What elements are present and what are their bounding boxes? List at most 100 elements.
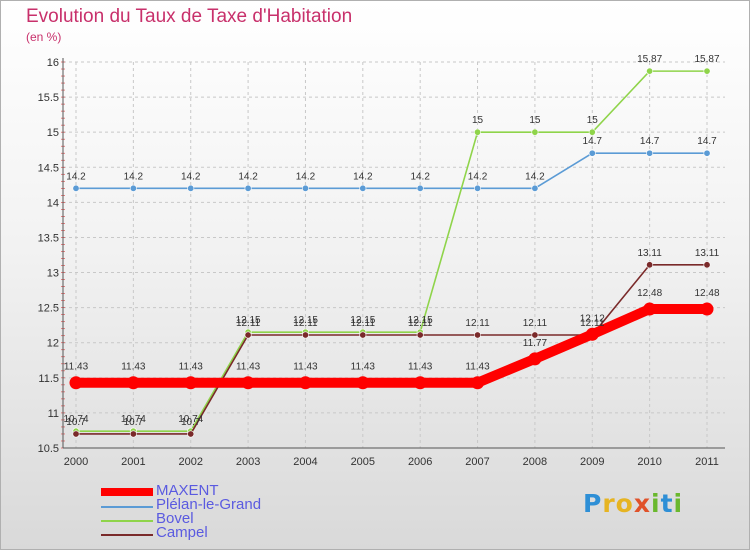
- data-label: 11.77: [523, 338, 548, 349]
- data-point: [588, 128, 596, 136]
- data-label: 14.2: [410, 171, 430, 182]
- data-point: [298, 376, 312, 390]
- label-layer: 11.43 11.43 11.43 11.43 11.43 11.43 11.43 11.43…: [63, 54, 719, 428]
- data-label: 14.2: [66, 171, 86, 182]
- legend-item-maxent: MAXENT: [101, 483, 361, 499]
- data-label: 14.2: [353, 171, 373, 182]
- legend-label: Campel: [156, 524, 208, 541]
- data-point: [700, 302, 714, 316]
- data-label: 15: [529, 115, 541, 126]
- data-point: [646, 261, 654, 269]
- data-label: 12.11: [408, 318, 433, 329]
- data-label: 12.12: [580, 313, 605, 324]
- data-point: [474, 331, 482, 339]
- y-tick-label: 13.5: [38, 232, 59, 244]
- data-label: 11.43: [121, 362, 146, 373]
- data-label: 12.48: [637, 288, 662, 299]
- data-label: 12.11: [236, 318, 261, 329]
- data-label: 14.7: [697, 136, 717, 147]
- data-label: 12.11: [580, 318, 605, 329]
- y-tick-label: 15: [47, 127, 59, 139]
- data-label: 12.11: [465, 318, 490, 329]
- legend-item-plelan: Plélan-le-Grand: [101, 497, 361, 513]
- data-point: [244, 184, 252, 192]
- data-point: [69, 376, 83, 390]
- legend-swatch-maxent: [101, 488, 153, 496]
- data-point: [531, 331, 539, 339]
- data-label: 14.2: [525, 171, 545, 182]
- data-point: [413, 376, 427, 390]
- x-tick-label: 2005: [351, 456, 375, 468]
- legend-swatch-campel: [101, 534, 153, 536]
- proxiti-logo: Proxiti: [583, 489, 684, 518]
- data-point: [184, 376, 198, 390]
- data-point: [643, 302, 657, 316]
- data-point: [359, 331, 367, 339]
- legend-swatch-plelan: [101, 506, 153, 508]
- data-label: 10.74: [178, 414, 203, 425]
- data-label: 11.43: [408, 362, 433, 373]
- series-layer: [69, 67, 714, 438]
- series-line-campel: [75, 264, 708, 435]
- x-tick-label: 2008: [523, 456, 547, 468]
- series-line-bovel: [75, 70, 708, 432]
- data-label: 14.7: [583, 136, 603, 147]
- data-label: 12.15: [408, 315, 433, 326]
- y-tick-label: 10.5: [38, 443, 59, 455]
- data-label: 13.11: [695, 248, 720, 259]
- data-point: [703, 67, 711, 75]
- data-label: 13.11: [637, 248, 662, 259]
- data-label: 15.87: [694, 54, 719, 65]
- data-point: [241, 376, 255, 390]
- data-point: [585, 327, 599, 341]
- data-label: 12.11: [293, 318, 318, 329]
- series-line-pl-lan-le-grand: [75, 152, 708, 190]
- data-label: 14.2: [238, 171, 258, 182]
- data-point: [531, 128, 539, 136]
- x-tick-label: 2002: [178, 456, 202, 468]
- x-tick-label: 2003: [236, 456, 260, 468]
- data-label: 14.2: [296, 171, 316, 182]
- chart-title: Evolution du Taux de Taxe d'Habitation: [26, 6, 353, 27]
- x-tick-label: 2007: [465, 456, 489, 468]
- x-tick-label: 2000: [64, 456, 88, 468]
- data-label: 14.7: [640, 136, 660, 147]
- data-point: [301, 331, 309, 339]
- axis-layer: 10.5 11 11.5 12 12.5 13 13.5 14 14.5 15 15.5 16 2000…: [38, 57, 725, 468]
- series-line-maxent: [71, 304, 712, 388]
- legend-item-bovel: Bovel: [101, 511, 361, 527]
- legend-item-campel: Campel: [101, 524, 361, 541]
- chart-subtitle: (en %): [26, 30, 62, 44]
- data-label: 11.43: [351, 362, 376, 373]
- data-point: [72, 430, 80, 438]
- data-label: 15: [587, 115, 599, 126]
- data-point: [471, 376, 485, 390]
- data-point: [416, 184, 424, 192]
- data-label: 15: [472, 115, 484, 126]
- data-point: [187, 430, 195, 438]
- y-tick-label: 13: [47, 268, 59, 280]
- legend-swatch-bovel: [101, 520, 153, 522]
- data-label: 12.11: [351, 318, 376, 329]
- data-point: [301, 184, 309, 192]
- data-point: [126, 376, 140, 390]
- data-label: 10.74: [63, 414, 88, 425]
- data-point: [703, 149, 711, 157]
- data-label: 14.2: [468, 171, 488, 182]
- grid-layer: [63, 61, 725, 449]
- x-tick-label: 2004: [293, 456, 317, 468]
- data-label: 11.43: [293, 362, 318, 373]
- y-tick-label: 12.5: [38, 303, 59, 315]
- y-tick-label: 16: [47, 57, 59, 69]
- data-label: 10.74: [121, 414, 146, 425]
- data-point: [474, 128, 482, 136]
- data-label: 11.43: [236, 362, 261, 373]
- data-label: 11.43: [64, 362, 89, 373]
- y-tick-label: 11: [48, 408, 59, 420]
- data-point: [129, 184, 137, 192]
- x-tick-label: 2001: [121, 456, 145, 468]
- data-label: 11.43: [179, 362, 204, 373]
- y-tick-label: 14: [47, 197, 59, 209]
